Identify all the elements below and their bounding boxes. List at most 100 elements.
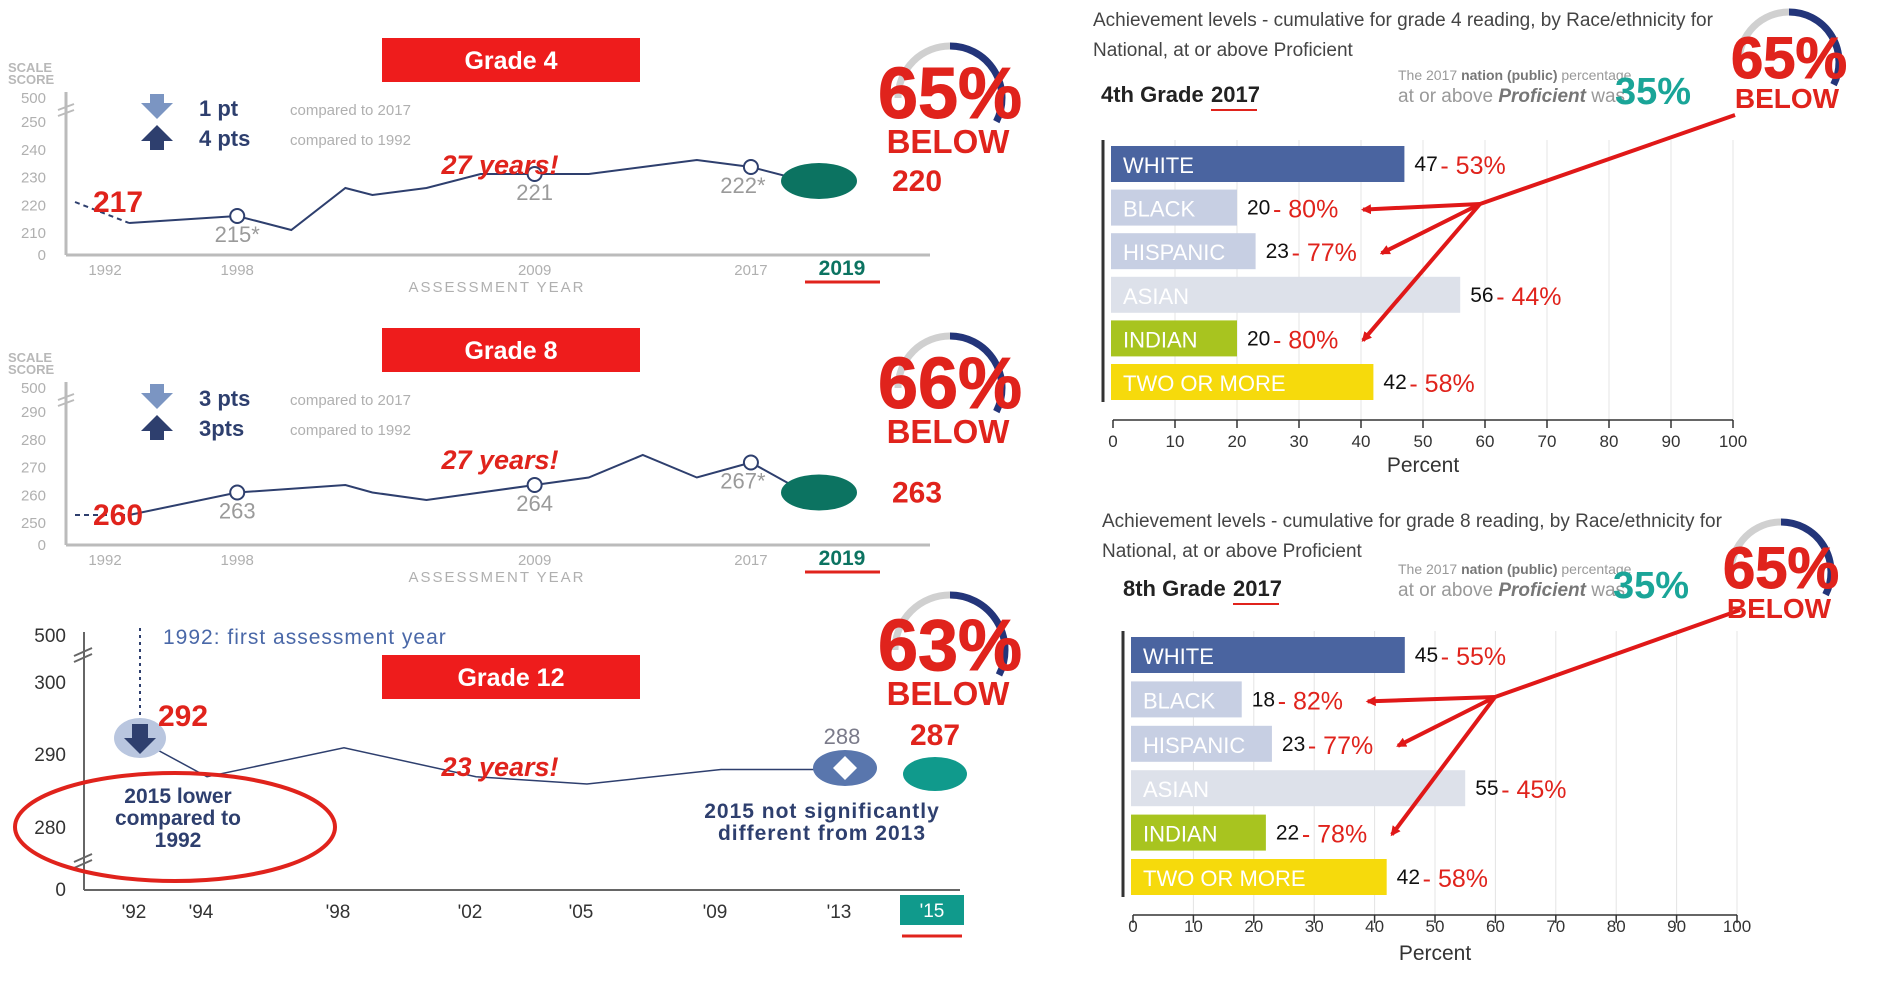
circle-note-line: compared to xyxy=(115,807,241,830)
y-tick-label: 240 xyxy=(21,142,46,159)
gauge-arc xyxy=(949,42,1006,124)
x-tick-label: '02 xyxy=(458,902,483,923)
arrow-up-icon xyxy=(141,125,173,150)
x-tick-label: 1998 xyxy=(221,262,254,279)
bar-value-label: 47 xyxy=(1414,153,1437,176)
below-percent-label: - 80% xyxy=(1273,196,1338,224)
bar-two-or-more xyxy=(1111,364,1374,400)
bar-hispanic xyxy=(1111,233,1256,270)
x-tick-label: 1992 xyxy=(88,552,121,569)
bar-category-label: WHITE xyxy=(1123,153,1194,178)
data-point-label: 221 xyxy=(516,180,553,205)
chart-subtitle-year: 2017 xyxy=(1233,576,1282,601)
x-tick-label: 30 xyxy=(1290,432,1309,451)
bar-value-label: 42 xyxy=(1397,866,1420,889)
bar-category-label: HISPANIC xyxy=(1123,240,1225,265)
change-value: 3 pts xyxy=(199,386,250,411)
bar-category-label: WHITE xyxy=(1143,644,1214,669)
chart-title-line: Achievement levels - cumulative for grad… xyxy=(1102,511,1723,532)
scale-label: SCORE xyxy=(8,362,55,377)
x-tick-label: '98 xyxy=(326,902,351,923)
trend-line-dashed xyxy=(74,201,130,224)
bar-category-label: ASIAN xyxy=(1143,777,1209,802)
y-tick-label: 500 xyxy=(21,90,46,107)
circle-note-line: 2015 lower xyxy=(124,785,231,808)
x-tick-label: 60 xyxy=(1476,432,1495,451)
below-gauge: 65%BELOW xyxy=(877,42,1023,160)
gauge-below-word: BELOW xyxy=(887,675,1011,712)
change-value: 1 pt xyxy=(199,96,239,121)
below-gauge: 63%BELOW xyxy=(877,591,1023,712)
end-score: 220 xyxy=(892,165,942,198)
bar-value-label: 23 xyxy=(1266,240,1289,263)
data-point-label: 264 xyxy=(516,491,553,516)
nation-note-part: nation (public) xyxy=(1461,561,1557,577)
nation-note-part: percentage xyxy=(1558,67,1632,83)
y-tick-label: 290 xyxy=(21,404,46,421)
gauge-arc xyxy=(949,332,1006,414)
bar-hispanic xyxy=(1131,725,1272,762)
y-tick-label: 280 xyxy=(21,432,46,449)
x-axis-title: ASSESSMENT YEAR xyxy=(409,569,586,586)
gauge-below-word: BELOW xyxy=(1727,593,1832,624)
nation-value: 35% xyxy=(1615,71,1691,113)
nation-note-part: was xyxy=(1586,580,1625,601)
x-tick-label: 10 xyxy=(1166,432,1185,451)
nation-note-part: percentage xyxy=(1558,561,1632,577)
years-note: 27 years! xyxy=(440,445,558,475)
x-tick-label: 1998 xyxy=(221,552,254,569)
change-value: 4 pts xyxy=(199,126,250,151)
bar-white xyxy=(1111,146,1405,182)
bar-white xyxy=(1131,637,1405,673)
x-tick-highlight: '15 xyxy=(920,901,945,922)
chart-subtitle-year: 2017 xyxy=(1211,82,1260,107)
data-point-label: 222* xyxy=(720,173,766,198)
scale-label: SCALE xyxy=(8,350,52,365)
grade-banner-label: Grade 4 xyxy=(464,47,557,75)
right-note-line: 2015 not significantly xyxy=(704,800,940,823)
y-tick-label: 270 xyxy=(21,460,46,477)
bar-asian xyxy=(1131,770,1466,807)
change-desc: compared to 1992 xyxy=(290,422,411,439)
first-year-note: 1992: first assessment year xyxy=(163,626,447,649)
x-tick-label: 100 xyxy=(1723,917,1751,936)
below-percent-label: - 58% xyxy=(1409,370,1474,398)
below-percent-label: - 44% xyxy=(1496,283,1561,311)
gauge-arc xyxy=(949,591,1009,677)
x-tick-label: '13 xyxy=(827,902,852,923)
bar-value-label: 45 xyxy=(1415,644,1438,667)
x-tick-label: 80 xyxy=(1600,432,1619,451)
x-axis-title: Percent xyxy=(1399,942,1472,965)
trend-line xyxy=(139,739,845,785)
change-desc: compared to 1992 xyxy=(290,132,411,149)
x-tick-label: 0 xyxy=(1108,432,1117,451)
data-point xyxy=(229,484,246,501)
gauge-percent: 65% xyxy=(1723,536,1839,601)
bar-category-label: TWO OR MORE xyxy=(1123,371,1286,396)
x-tick-label: 20 xyxy=(1228,432,1247,451)
bar-category-label: INDIAN xyxy=(1143,822,1218,847)
data-point xyxy=(229,208,246,224)
x-tick-label: 2009 xyxy=(518,552,551,569)
right-column: Achievement levels - cumulative for grad… xyxy=(1093,8,1848,965)
x-tick-label: 2009 xyxy=(518,262,551,279)
below-percent-label: - 45% xyxy=(1501,776,1566,804)
start-score: 292 xyxy=(158,700,208,733)
gauge-percent: 66% xyxy=(878,344,1022,424)
x-tick-label: '94 xyxy=(189,902,214,923)
x-tick-label: 40 xyxy=(1352,432,1371,451)
chart-title-line: National, at or above Proficient xyxy=(1102,541,1363,562)
start-score: 260 xyxy=(93,499,143,532)
bar-category-label: HISPANIC xyxy=(1143,733,1245,758)
y-tick-label: 500 xyxy=(34,626,66,647)
bar-value-label: 22 xyxy=(1276,822,1299,845)
x-axis-title: Percent xyxy=(1387,454,1460,477)
arrow-up-icon xyxy=(141,415,173,440)
gauge-below-word: BELOW xyxy=(887,413,1011,450)
bar-category-label: INDIAN xyxy=(1123,327,1198,352)
arrow-trunk xyxy=(1494,608,1741,699)
data-point-label: 215* xyxy=(215,222,261,247)
bar-value-label: 18 xyxy=(1252,688,1275,711)
